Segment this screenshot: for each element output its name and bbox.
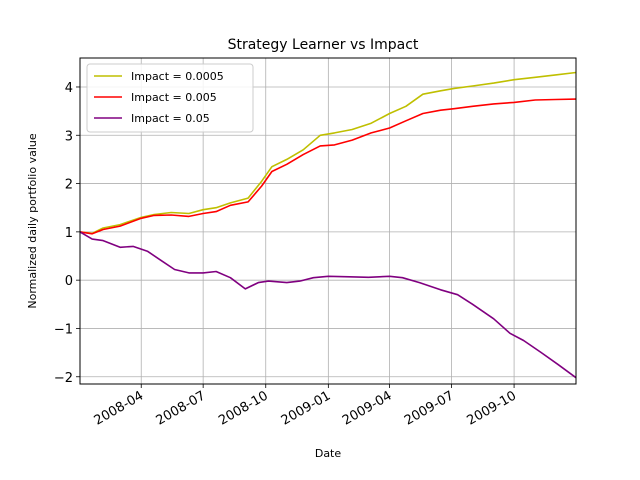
x-tick-label: 2009-01: [279, 388, 334, 428]
x-tick-label: 2009-10: [465, 388, 520, 428]
legend-label: Impact = 0.005: [131, 91, 217, 104]
y-tick-label: −1: [54, 322, 73, 337]
grid: [80, 58, 576, 384]
legend-box: [86, 63, 254, 133]
y-axis-ticks: −2 −1 0 1 2 3 4: [54, 81, 80, 386]
x-axis-label: Date: [315, 447, 342, 460]
legend-label: Impact = 0.05: [131, 112, 210, 125]
series-line-impact-0-05: [79, 231, 577, 379]
y-axis-label: Normalized daily portfolio value: [26, 133, 39, 308]
x-tick-label: 2008-07: [154, 388, 209, 428]
x-tick-label: 2008-10: [216, 388, 271, 428]
legend-label: Impact = 0.0005: [131, 70, 224, 83]
y-tick-label: 0: [65, 274, 73, 289]
y-tick-label: 3: [65, 129, 73, 144]
x-tick-label: 2009-04: [340, 388, 395, 428]
y-tick-label: −2: [54, 371, 73, 386]
y-tick-label: 2: [65, 178, 73, 193]
series-lines: [79, 71, 577, 379]
x-axis-ticks: 2008-04 2008-07 2008-10 2009-01 2009-04 2009-…: [92, 384, 519, 429]
series-line-impact-0-005: [79, 98, 577, 235]
chart-title: Strategy Learner vs Impact: [228, 37, 419, 53]
legend: Impact = 0.0005 Impact = 0.005 Impact = 0.…: [86, 63, 254, 133]
y-tick-label: 4: [65, 81, 73, 96]
x-tick-label: 2009-07: [402, 388, 457, 428]
y-tick-label: 1: [65, 226, 73, 241]
series-line-impact-0-0005: [79, 71, 577, 235]
x-tick-label: 2008-04: [92, 388, 147, 428]
